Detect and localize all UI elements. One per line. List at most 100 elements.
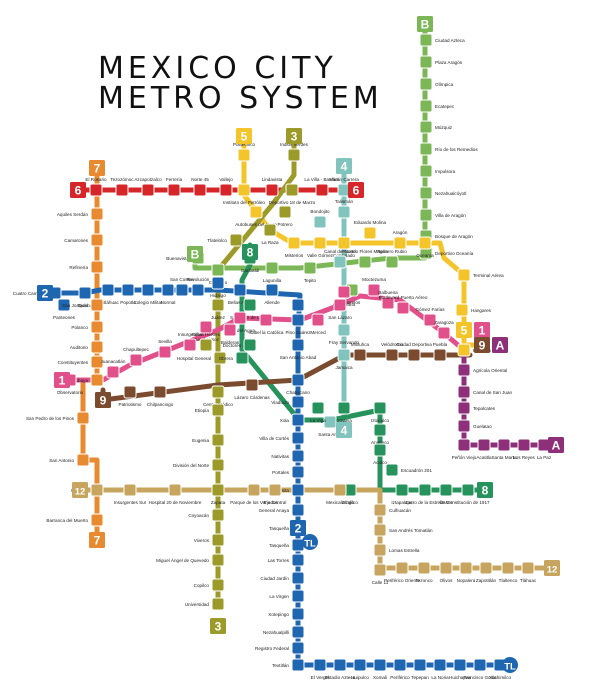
station[interactable]: Escuadrón 201	[385, 463, 432, 477]
station[interactable]: Insurgentes	[178, 332, 203, 352]
station[interactable]: Universidad	[185, 597, 225, 611]
station[interactable]: Constituyentes	[58, 355, 104, 369]
station[interactable]: Iztapalapa	[391, 483, 413, 505]
station[interactable]: Autobuses del Norte	[235, 205, 277, 227]
station[interactable]: El Vergel	[311, 658, 329, 680]
station[interactable]: Gómez Farías	[415, 307, 445, 327]
station[interactable]: Puebla	[433, 342, 448, 362]
station[interactable]: Balbuena	[378, 290, 398, 310]
station[interactable]: Ferrería	[166, 177, 183, 197]
station[interactable]: Hospital 20 de Noviembre	[149, 483, 202, 505]
station[interactable]: Múzquiz	[419, 120, 453, 134]
station[interactable]: Textitlán	[272, 658, 305, 672]
station[interactable]: Oceanía	[416, 236, 434, 258]
station[interactable]: Eugenia	[192, 433, 225, 447]
station[interactable]: Jamaica	[335, 348, 353, 370]
station[interactable]: Impulsora	[419, 164, 456, 178]
station[interactable]: San Antonio	[49, 453, 90, 467]
station[interactable]: Hospital General	[177, 351, 227, 365]
station[interactable]: Hidalgo	[210, 276, 226, 298]
station[interactable]: Periférico	[390, 658, 410, 680]
station[interactable]: Cuatro Caminos	[13, 286, 62, 300]
station[interactable]: La Viga	[310, 401, 326, 423]
station[interactable]: La Virgen	[269, 589, 305, 603]
station[interactable]: Villa de Cortés	[259, 431, 305, 445]
station[interactable]: Chapultepec	[123, 347, 150, 367]
station[interactable]: Plaza Aragón	[419, 55, 463, 69]
station[interactable]: Aragón	[393, 230, 408, 250]
station[interactable]: Azcapotzalco	[134, 177, 162, 197]
station[interactable]: Nezahualcóyotl	[419, 186, 466, 200]
station[interactable]: Río de los Remedios	[419, 142, 478, 156]
station[interactable]: Ricardo Flores Magón	[342, 249, 388, 269]
station[interactable]: Apatlaco	[371, 423, 389, 445]
station[interactable]: Tacubaya	[68, 373, 104, 387]
station[interactable]: Indios Verdes	[280, 142, 309, 162]
station[interactable]: Santa Marta	[491, 438, 517, 460]
station[interactable]: Fray Servando	[329, 323, 360, 345]
station[interactable]: Colegio Militar	[133, 283, 163, 305]
station[interactable]: Coyoacán	[188, 508, 225, 522]
station[interactable]: Terminal Aérea	[457, 268, 504, 282]
station[interactable]: Periférico Oriente	[384, 561, 420, 583]
station[interactable]: Ciudad Jardín	[260, 571, 305, 585]
station[interactable]: Polanco	[71, 320, 104, 334]
station[interactable]: Tepalcates	[457, 401, 496, 415]
station[interactable]: Ciudad Deportiva	[396, 342, 432, 362]
station[interactable]: Tlaltenco	[499, 561, 518, 583]
station[interactable]: Ecatepec	[419, 99, 455, 113]
station[interactable]: Olímpica	[419, 77, 454, 91]
station[interactable]: Auditorio	[70, 340, 104, 354]
station[interactable]: Tepepan	[411, 658, 429, 680]
station[interactable]: Isabel la Católica	[249, 313, 284, 335]
station[interactable]: Aculco	[373, 443, 387, 465]
station[interactable]: Ermita	[276, 483, 305, 497]
station[interactable]: San Andrés Tomatlán	[373, 523, 433, 537]
station[interactable]: Cuitláhuac	[97, 283, 120, 305]
station[interactable]: Tláhuac	[520, 561, 537, 583]
station[interactable]: Constitución de 1917	[446, 483, 490, 505]
station[interactable]: Copilco	[194, 578, 225, 592]
station[interactable]: Tezonco	[415, 561, 433, 583]
station[interactable]: Zaragoza	[434, 320, 454, 340]
station[interactable]: Panteones	[53, 298, 76, 320]
station[interactable]: Hangares	[455, 303, 492, 317]
station[interactable]: Chilpancingo	[147, 385, 174, 407]
station[interactable]: Nopalera	[457, 561, 476, 583]
station[interactable]: Instituto del Petróleo	[223, 183, 265, 205]
station[interactable]: Norte 45	[191, 177, 209, 197]
station[interactable]: Bondojito	[310, 209, 330, 229]
station[interactable]: Lindavista	[262, 177, 283, 197]
station[interactable]: División del Norte	[173, 458, 225, 472]
station[interactable]: Viaducto	[271, 395, 305, 409]
station[interactable]: Tacuba	[78, 286, 93, 308]
station[interactable]: Acatitla	[476, 438, 492, 460]
station[interactable]: Allende	[264, 283, 280, 305]
station[interactable]: Valle Gómez	[307, 236, 334, 258]
station[interactable]: Vallejo	[219, 177, 233, 197]
station[interactable]: Portales	[272, 465, 305, 479]
station[interactable]: Canal del Norte	[324, 249, 356, 269]
station[interactable]: Revolución	[187, 277, 210, 297]
station[interactable]: Xola	[280, 413, 305, 427]
station[interactable]: Boulevard Puerto Aéreo	[379, 295, 428, 315]
station[interactable]: La Raza	[261, 223, 279, 245]
station[interactable]: Salto del Agua	[225, 311, 255, 333]
station[interactable]: Las Torres	[268, 553, 305, 567]
station[interactable]: Mexicaltzingo	[326, 483, 354, 505]
station[interactable]: San Pedro de los Pinos	[26, 411, 90, 425]
station[interactable]: Canal de San Juan	[457, 385, 513, 399]
station[interactable]: Doctores	[223, 338, 257, 352]
station[interactable]: Patriotismo	[119, 385, 142, 407]
station[interactable]: UAM-I	[439, 483, 453, 505]
station[interactable]: Coyuya	[336, 401, 352, 423]
station[interactable]: Romero Rubio	[377, 249, 407, 269]
station[interactable]: Olivos	[439, 561, 453, 583]
station[interactable]: Ciudad Azteca	[419, 33, 465, 47]
station[interactable]: Estadio Azteca	[325, 658, 356, 680]
station[interactable]: Pino Suárez	[285, 313, 311, 335]
station[interactable]: Eduardo Molina	[354, 220, 387, 240]
station[interactable]: Cerro de la Estrella	[405, 483, 445, 505]
station[interactable]: Chabacano	[286, 373, 310, 395]
station[interactable]: Popotla	[120, 283, 136, 305]
